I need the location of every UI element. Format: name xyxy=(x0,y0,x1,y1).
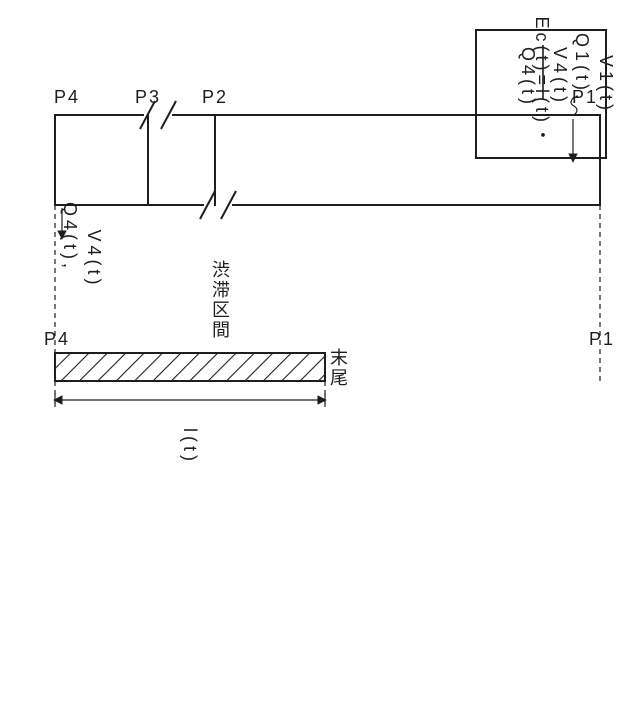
proj-p1: P1 xyxy=(589,329,615,349)
p-label: P2 xyxy=(202,87,228,107)
p-label: P4 xyxy=(54,87,80,107)
flow-right-q: Q1(t), xyxy=(572,33,592,103)
formula-num: Q4(t) xyxy=(518,47,538,108)
congestion-label: 渋滞区間 xyxy=(210,260,230,340)
flow-left-v: V4(t) xyxy=(84,229,104,288)
proj-p4: P4 xyxy=(44,329,70,349)
tail-label: 末尾 xyxy=(328,348,348,388)
flow-left-q: Q4(t), xyxy=(60,202,80,272)
congestion-section xyxy=(55,353,325,381)
dimension-label: l(t) xyxy=(180,428,200,465)
p-label: P3 xyxy=(135,87,161,107)
formula-den: V4(t) xyxy=(550,47,570,106)
